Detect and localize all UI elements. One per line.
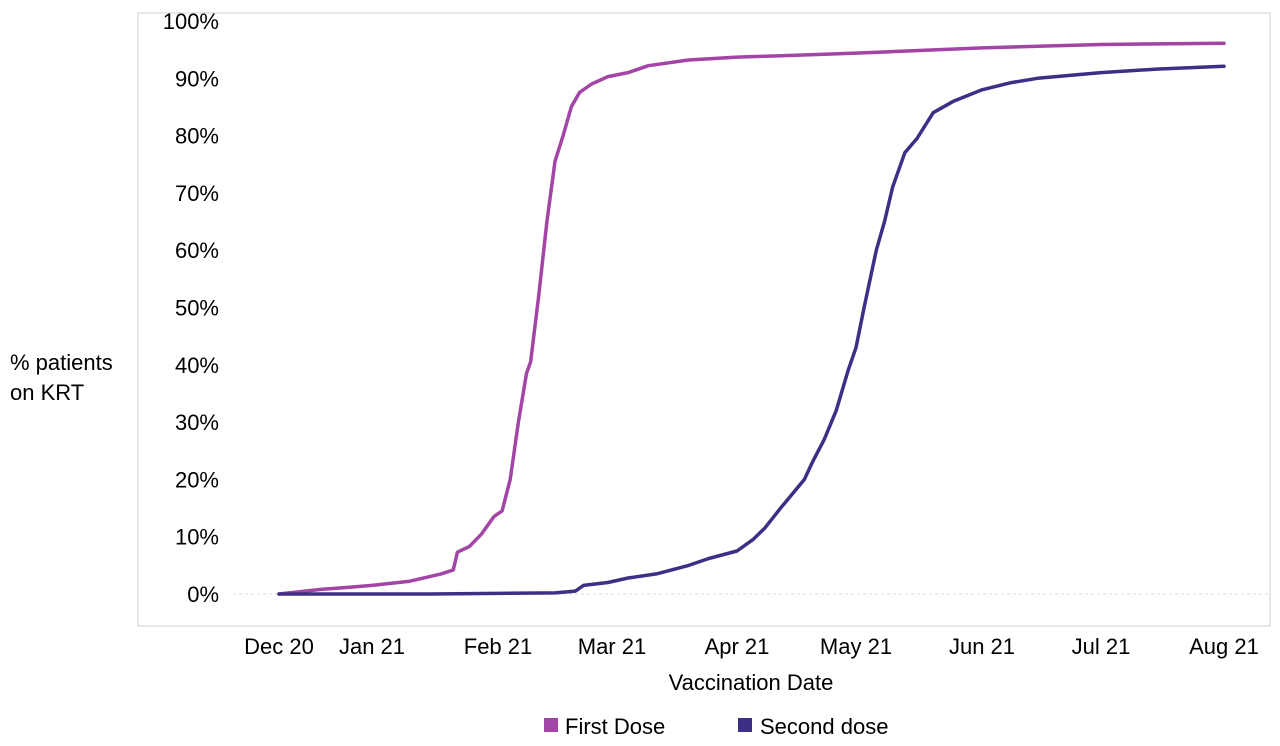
y-tick-label: 20% bbox=[175, 467, 219, 492]
y-axis-label-line2: on KRT bbox=[10, 380, 84, 405]
y-tick-label: 90% bbox=[175, 66, 219, 91]
plot-frame bbox=[137, 12, 1271, 627]
x-tick-label: Jan 21 bbox=[339, 634, 405, 659]
legend: First Dose Second dose bbox=[544, 714, 888, 739]
y-axis-label-line1: % patients bbox=[10, 350, 113, 375]
y-tick-label: 80% bbox=[175, 124, 219, 149]
legend-swatch-first-dose bbox=[544, 718, 558, 732]
y-tick-label: 100% bbox=[163, 9, 219, 34]
series-line-first-dose bbox=[277, 41, 1226, 596]
x-tick-label: Jul 21 bbox=[1072, 634, 1131, 659]
x-tick-label: Feb 21 bbox=[464, 634, 533, 659]
x-axis-ticks: Dec 20 Jan 21 Feb 21 Mar 21 Apr 21 May 21 Jun … bbox=[244, 634, 1259, 659]
y-tick-label: 40% bbox=[175, 353, 219, 378]
y-tick-label: 30% bbox=[175, 410, 219, 435]
x-tick-label: Apr 21 bbox=[705, 634, 770, 659]
y-tick-label: 50% bbox=[175, 296, 219, 321]
x-tick-label: Jun 21 bbox=[949, 634, 1015, 659]
x-tick-label: Mar 21 bbox=[578, 634, 646, 659]
x-tick-label: May 21 bbox=[820, 634, 892, 659]
x-tick-label: Aug 21 bbox=[1189, 634, 1259, 659]
series-lines bbox=[277, 41, 1226, 596]
legend-label-first-dose: First Dose bbox=[565, 714, 665, 739]
legend-swatch-second-dose bbox=[738, 718, 752, 732]
y-tick-label: 0% bbox=[187, 582, 219, 607]
y-tick-label: 60% bbox=[175, 238, 219, 263]
legend-label-second-dose: Second dose bbox=[760, 714, 888, 739]
y-tick-label: 10% bbox=[175, 525, 219, 550]
series-line-second-dose bbox=[277, 64, 1226, 596]
y-axis-ticks: 0% 10% 20% 30% 40% 50% 60% 70% 80% 90% 100% bbox=[163, 9, 219, 607]
y-tick-label: 70% bbox=[175, 181, 219, 206]
x-tick-label: Dec 20 bbox=[244, 634, 314, 659]
x-axis-label: Vaccination Date bbox=[669, 670, 834, 695]
